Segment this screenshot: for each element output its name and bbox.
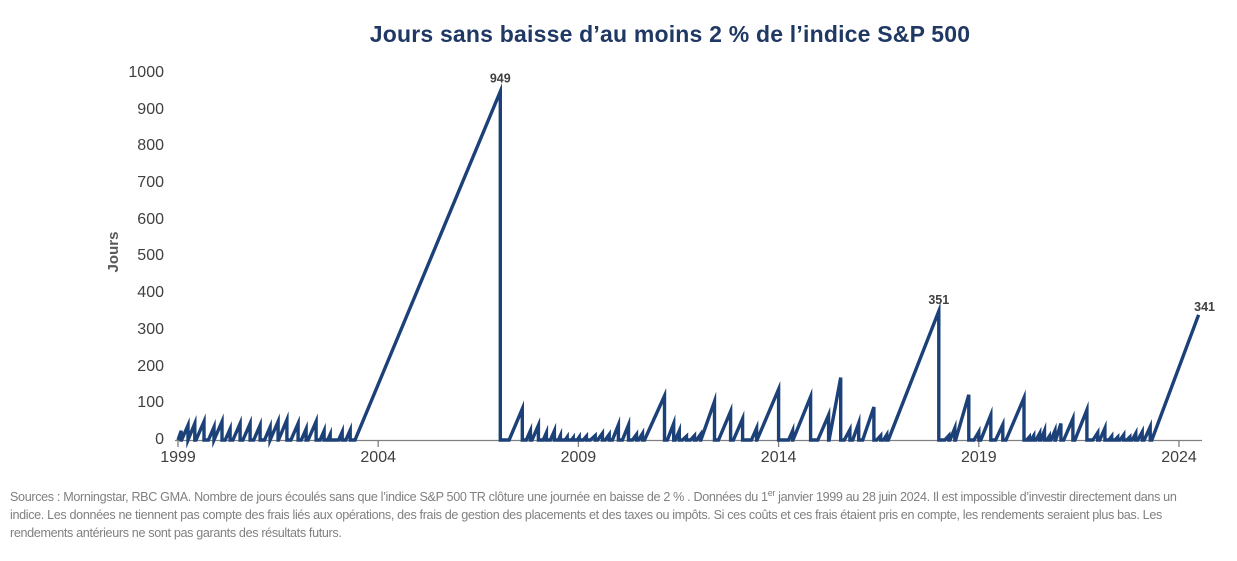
x-tick-label: 2009 [560, 449, 597, 466]
streak-line-series [176, 83, 1201, 449]
chart-title: Jours sans baisse d’au moins 2 % de l’in… [369, 21, 971, 47]
y-tick-label: 800 [137, 137, 164, 155]
x-tick-label: 2019 [961, 449, 997, 466]
y-tick-label: 1000 [128, 63, 164, 81]
line-chart: 949 351 341 [175, 72, 1215, 449]
x-tick-label: 2024 [1161, 449, 1197, 466]
y-tick-label: 200 [137, 357, 164, 375]
y-tick-label: 600 [137, 210, 164, 228]
x-tick-label: 2014 [760, 449, 797, 466]
y-tick-label: 500 [137, 247, 164, 265]
peak-value-label: 341 [1194, 300, 1215, 314]
y-tick-label: 100 [137, 394, 164, 412]
footnote-line-3: rendements antérieurs ne sont pas garant… [10, 526, 342, 540]
y-tick-label: 400 [137, 284, 164, 302]
source-footnote: Sources : Morningstar, RBC GMA. Nombre d… [10, 488, 1232, 542]
y-tick-label: 0 [155, 431, 164, 448]
x-tick-label: 2004 [360, 449, 396, 466]
y-tick-label: 700 [137, 173, 164, 191]
peak-value-label: 949 [490, 72, 511, 86]
footnote-line-2: indice. Les données ne tiennent pas comp… [10, 508, 1162, 522]
y-tick-label: 900 [137, 100, 164, 118]
x-tick-label: 1999 [160, 449, 196, 466]
peak-value-label: 351 [928, 293, 949, 307]
y-tick-label: 300 [137, 320, 164, 338]
superscript-er: er [767, 487, 776, 498]
footnote-line-1: Sources : Morningstar, RBC GMA. Nombre d… [10, 487, 1177, 504]
